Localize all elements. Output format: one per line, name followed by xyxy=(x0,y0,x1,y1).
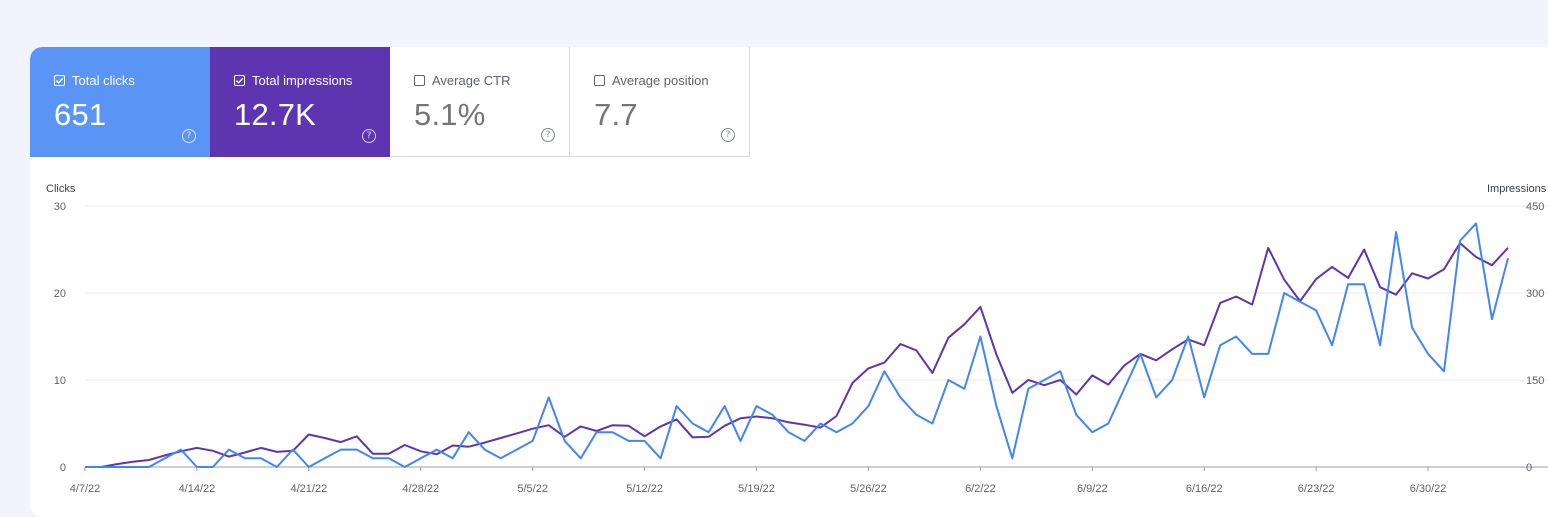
impressions-series-line xyxy=(85,242,1509,468)
average-position-card[interactable]: Average position 7.7 ? xyxy=(570,47,750,157)
left-tick-label: 30 xyxy=(54,201,66,213)
total-impressions-card[interactable]: Total impressions 12.7K ? xyxy=(210,47,390,157)
x-tick-label: 6/2/22 xyxy=(965,483,996,495)
checkbox-checked-icon[interactable] xyxy=(234,75,245,86)
help-icon[interactable]: ? xyxy=(541,128,555,142)
right-tick-label: 150 xyxy=(1526,375,1544,387)
average-position-label: Average position xyxy=(612,73,709,88)
x-tick-label: 4/28/22 xyxy=(402,483,439,495)
right-tick-label: 450 xyxy=(1526,201,1544,213)
x-tick-label: 6/16/22 xyxy=(1186,483,1223,495)
right-axis-title: Impressions xyxy=(1487,183,1547,195)
average-ctr-value: 5.1% xyxy=(414,97,486,132)
x-tick-label: 6/9/22 xyxy=(1077,483,1108,495)
left-axis-title: Clicks xyxy=(46,183,76,195)
x-tick-label: 4/21/22 xyxy=(290,483,327,495)
help-icon[interactable]: ? xyxy=(362,129,376,143)
checkbox-unchecked-icon[interactable] xyxy=(594,75,605,86)
metric-cards: Total clicks 651 ? Total impressions 12.… xyxy=(30,47,750,157)
clicks-series-line xyxy=(85,222,1509,468)
average-position-value: 7.7 xyxy=(594,97,638,132)
total-impressions-value: 12.7K xyxy=(234,97,317,132)
total-clicks-value: 651 xyxy=(54,97,107,132)
x-tick-label: 4/14/22 xyxy=(179,483,216,495)
x-tick-label: 5/26/22 xyxy=(850,483,887,495)
performance-panel: Total clicks 651 ? Total impressions 12.… xyxy=(30,47,1548,517)
right-tick-label: 0 xyxy=(1526,462,1532,474)
average-ctr-card[interactable]: Average CTR 5.1% ? xyxy=(390,47,570,157)
help-icon[interactable]: ? xyxy=(182,129,196,143)
right-tick-label: 300 xyxy=(1526,288,1544,300)
x-tick-label: 5/5/22 xyxy=(517,483,548,495)
checkbox-unchecked-icon[interactable] xyxy=(414,75,425,86)
help-icon[interactable]: ? xyxy=(721,128,735,142)
x-tick-label: 5/19/22 xyxy=(738,483,775,495)
x-tick-label: 5/12/22 xyxy=(626,483,663,495)
average-ctr-label: Average CTR xyxy=(432,73,511,88)
total-clicks-card[interactable]: Total clicks 651 ? xyxy=(30,47,210,157)
total-clicks-label: Total clicks xyxy=(72,73,135,88)
left-tick-label: 20 xyxy=(54,288,66,300)
left-tick-label: 0 xyxy=(60,462,66,474)
x-tick-label: 6/23/22 xyxy=(1298,483,1335,495)
x-tick-label: 6/30/22 xyxy=(1410,483,1447,495)
left-tick-label: 10 xyxy=(54,375,66,387)
total-impressions-label: Total impressions xyxy=(252,73,353,88)
x-tick-label: 4/7/22 xyxy=(70,483,101,495)
checkbox-checked-icon[interactable] xyxy=(54,75,65,86)
